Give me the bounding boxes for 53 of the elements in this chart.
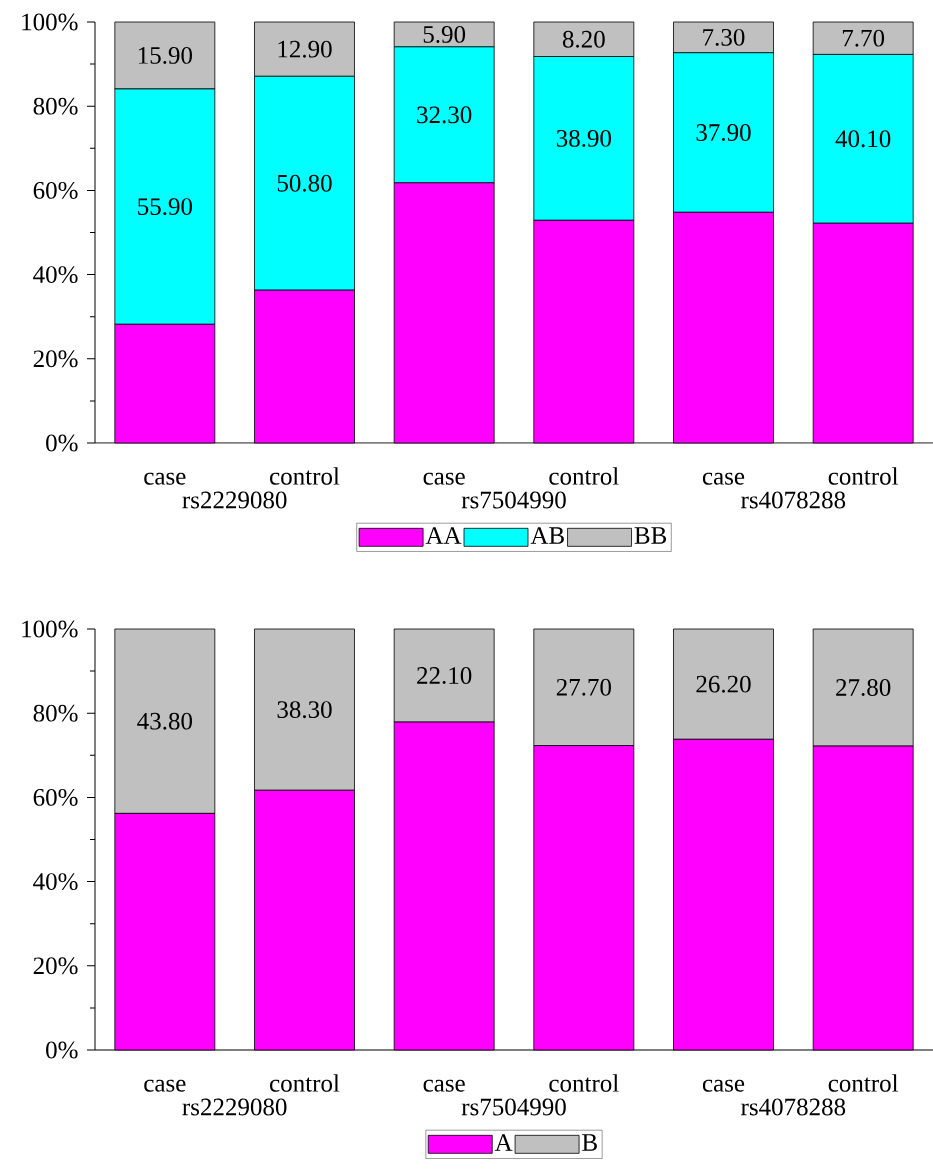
data-label: 5.90: [423, 25, 466, 43]
data-label: 38.30: [277, 701, 332, 719]
y-tick-label: 100%: [22, 13, 78, 31]
data-label: 37.90: [696, 124, 751, 142]
y-tick-label: 60%: [33, 181, 78, 199]
y-tick-label: 20%: [33, 957, 78, 975]
x-tick-label: case: [702, 1079, 745, 1092]
data-label: 7.70: [842, 29, 885, 47]
x-tick-label: control: [828, 1074, 899, 1092]
data-label: 26.20: [696, 675, 751, 693]
data-label: 27.70: [556, 678, 611, 696]
text: rs2229080: [182, 1098, 287, 1116]
text: rs7504990: [461, 491, 566, 509]
y-tick-label: 80%: [33, 704, 78, 722]
data-label: 50.80: [277, 174, 332, 192]
legend-label: AA: [425, 527, 462, 544]
y-tick-label: 60%: [33, 788, 78, 806]
data-label: 40.10: [835, 130, 891, 148]
x-tick-label: control: [549, 467, 619, 485]
legend-label: AB: [530, 527, 564, 544]
x-tick-label: case: [423, 472, 465, 485]
data-label: 43.80: [137, 712, 192, 730]
y-tick-label: 40%: [33, 873, 78, 891]
x-tick-label: case: [423, 1079, 465, 1092]
data-label: 22.10: [417, 667, 472, 685]
y-tick-label: 0%: [46, 434, 78, 452]
data-label: 32.30: [417, 106, 472, 124]
data-label: 8.20: [562, 30, 605, 48]
y-tick-label: 80%: [33, 97, 78, 115]
legend-label: BB: [634, 527, 667, 544]
legend-label: A: [494, 1134, 513, 1151]
y-tick-label: 20%: [33, 350, 78, 368]
x-tick-label: control: [270, 1074, 340, 1092]
x-tick-label: control: [549, 1074, 619, 1092]
text: rs2229080: [182, 491, 287, 509]
data-label: 38.90: [556, 129, 611, 147]
text: rs4078288: [741, 491, 846, 509]
x-tick-label: case: [702, 472, 745, 485]
data-label: 15.90: [138, 46, 192, 64]
x-tick-label: case: [144, 472, 186, 485]
text: rs7504990: [461, 1098, 566, 1116]
x-tick-label: control: [270, 467, 340, 485]
data-label: 12.90: [278, 40, 332, 58]
data-label: 7.30: [703, 28, 745, 46]
text: rs4078288: [741, 1098, 846, 1116]
x-tick-label: control: [828, 467, 899, 485]
y-tick-label: 100%: [22, 620, 78, 638]
y-tick-label: 40%: [33, 266, 78, 284]
legend-label: B: [582, 1134, 597, 1151]
data-label: 27.80: [836, 679, 891, 697]
x-tick-label: case: [144, 1079, 186, 1092]
data-label: 55.90: [138, 198, 192, 216]
y-tick-label: 0%: [46, 1041, 78, 1059]
